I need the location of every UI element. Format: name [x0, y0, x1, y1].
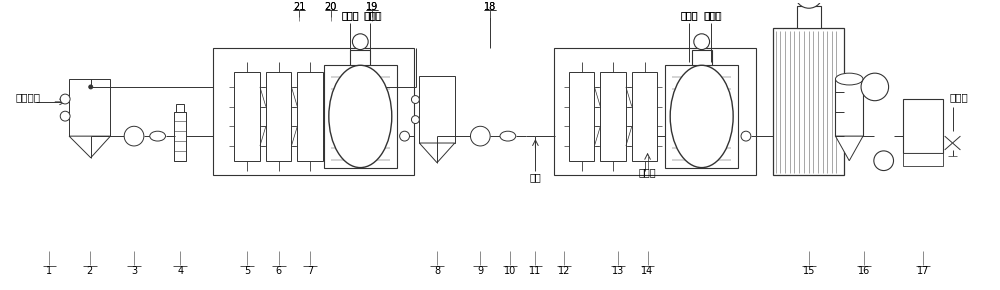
Text: 6: 6: [276, 266, 282, 276]
Text: 3: 3: [131, 266, 137, 276]
Circle shape: [874, 151, 894, 171]
Circle shape: [411, 116, 419, 124]
Text: 17: 17: [917, 266, 929, 276]
Circle shape: [60, 94, 70, 104]
Text: 11: 11: [529, 266, 542, 276]
Circle shape: [89, 85, 93, 89]
Circle shape: [470, 126, 490, 146]
Text: 19: 19: [366, 2, 378, 12]
Bar: [213, 48, 414, 175]
Bar: [569, 72, 594, 161]
Text: 自来水: 自来水: [949, 92, 968, 102]
Bar: [554, 48, 756, 175]
Text: 热水进: 热水进: [342, 10, 359, 20]
Text: 9: 9: [477, 266, 483, 276]
Bar: [419, 76, 455, 143]
Bar: [903, 153, 943, 166]
Bar: [773, 28, 844, 175]
Bar: [297, 72, 323, 161]
Ellipse shape: [670, 65, 733, 168]
Text: 热水回: 热水回: [364, 10, 382, 20]
Text: 21: 21: [293, 2, 305, 12]
Text: 18: 18: [484, 2, 496, 12]
Circle shape: [60, 111, 70, 121]
Bar: [174, 112, 186, 161]
Text: 8: 8: [434, 266, 440, 276]
Text: 20: 20: [325, 2, 337, 12]
Circle shape: [741, 131, 751, 141]
Text: 热水进: 热水进: [680, 10, 698, 20]
Bar: [903, 99, 943, 153]
Bar: [324, 65, 397, 168]
Text: 纯水: 纯水: [530, 173, 541, 182]
Text: 热水回: 热水回: [704, 10, 721, 20]
Bar: [234, 72, 260, 161]
Bar: [176, 104, 184, 112]
Ellipse shape: [329, 65, 392, 168]
Text: 4: 4: [177, 266, 183, 276]
Ellipse shape: [500, 131, 516, 141]
Text: 19: 19: [366, 2, 378, 12]
Text: 16: 16: [858, 266, 870, 276]
Ellipse shape: [150, 131, 166, 141]
Circle shape: [861, 73, 889, 101]
Text: 热水回: 热水回: [363, 10, 381, 20]
Circle shape: [795, 0, 823, 8]
Text: 物料骨汤: 物料骨汤: [15, 92, 40, 102]
Bar: [350, 50, 370, 65]
Text: 5: 5: [244, 266, 250, 276]
Bar: [797, 6, 821, 28]
Ellipse shape: [835, 73, 863, 85]
Text: 2: 2: [87, 266, 93, 276]
Text: 12: 12: [558, 266, 570, 276]
Text: 14: 14: [641, 266, 654, 276]
Circle shape: [694, 34, 710, 50]
Bar: [600, 72, 626, 161]
Text: 15: 15: [803, 266, 815, 276]
Text: 7: 7: [307, 266, 313, 276]
Text: 热水进: 热水进: [342, 10, 359, 20]
Text: 13: 13: [612, 266, 624, 276]
Text: 21: 21: [293, 2, 305, 12]
Circle shape: [352, 34, 368, 50]
Bar: [835, 79, 863, 136]
Text: 10: 10: [504, 266, 516, 276]
Bar: [69, 79, 110, 136]
Bar: [266, 72, 291, 161]
Circle shape: [411, 96, 419, 104]
Circle shape: [124, 126, 144, 146]
Bar: [692, 50, 712, 65]
Bar: [632, 72, 657, 161]
Bar: [665, 65, 738, 168]
Text: 20: 20: [325, 2, 337, 12]
Text: 蒸馏水: 蒸馏水: [639, 168, 656, 177]
Text: 热水回: 热水回: [705, 10, 722, 20]
Circle shape: [400, 131, 409, 141]
Polygon shape: [69, 136, 110, 158]
Polygon shape: [419, 143, 455, 163]
Text: 热水进: 热水进: [680, 10, 698, 20]
Text: 1: 1: [46, 266, 52, 276]
Polygon shape: [835, 136, 863, 161]
Text: 18: 18: [484, 2, 496, 12]
